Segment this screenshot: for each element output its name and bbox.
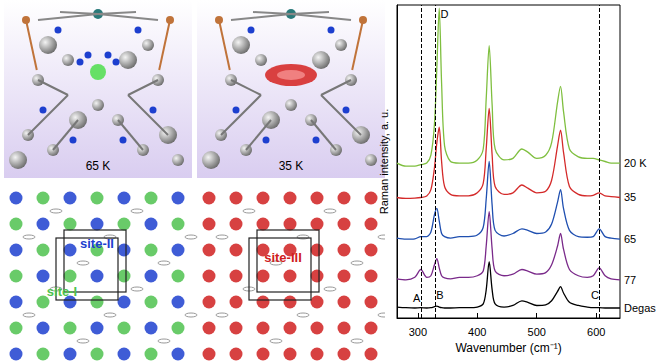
svg-text:35 K: 35 K <box>279 159 304 173</box>
svg-text:Wavenumber (cm⁻¹): Wavenumber (cm⁻¹) <box>455 341 561 355</box>
svg-text:65 K: 65 K <box>86 159 111 173</box>
svg-text:site-I: site-I <box>47 284 77 299</box>
svg-text:65: 65 <box>624 233 636 245</box>
svg-text:C: C <box>591 289 599 301</box>
svg-text:20 K: 20 K <box>624 157 647 169</box>
svg-text:site-III: site-III <box>264 250 302 265</box>
svg-text:300: 300 <box>409 326 427 338</box>
svg-text:77: 77 <box>624 274 636 286</box>
svg-text:A: A <box>413 292 421 304</box>
svg-text:Degas: Degas <box>624 302 656 314</box>
svg-text:400: 400 <box>468 326 486 338</box>
svg-text:Raman intensity, a. u.: Raman intensity, a. u. <box>378 109 390 215</box>
svg-text:35: 35 <box>624 191 636 203</box>
svg-text:site-II: site-II <box>80 236 114 251</box>
svg-text:500: 500 <box>528 326 546 338</box>
svg-text:D: D <box>441 8 449 20</box>
svg-text:B: B <box>436 289 443 301</box>
svg-text:600: 600 <box>587 326 605 338</box>
